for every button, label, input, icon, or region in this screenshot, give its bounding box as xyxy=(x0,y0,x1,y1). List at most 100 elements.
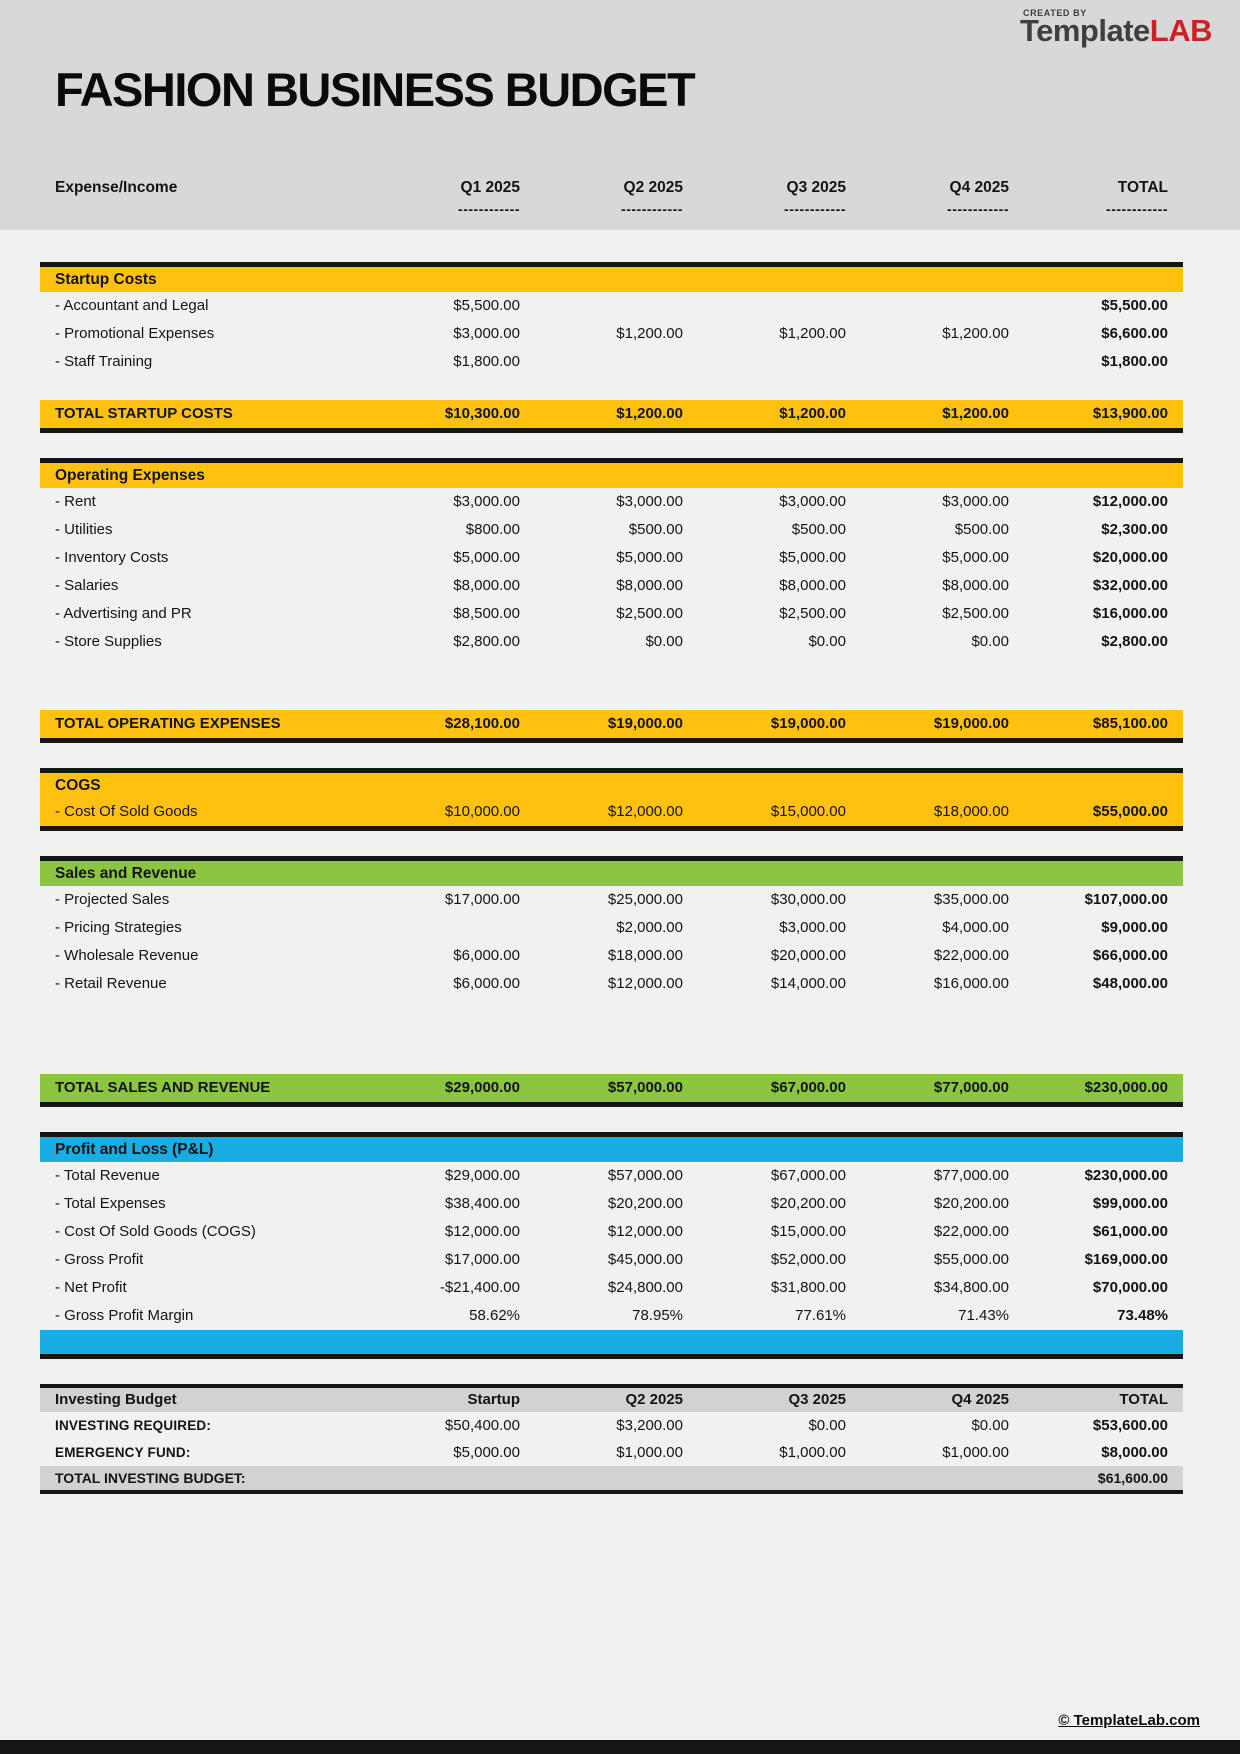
cell-total: $20,000.00 xyxy=(1092,549,1168,566)
row-label: - Pricing Strategies xyxy=(55,919,182,936)
table-row: - Staff Training $1,800.00 $1,800.00 xyxy=(40,348,1183,376)
section-total-label: TOTAL OPERATING EXPENSES xyxy=(55,715,281,732)
section-rows: - Projected Sales $17,000.00 $25,000.00 $30… xyxy=(40,886,1183,998)
section-header: COGS xyxy=(55,777,101,794)
section-total-row: TOTAL OPERATING EXPENSES $28,100.00 $19,00… xyxy=(40,710,1183,743)
cell-q4: $16,000.00 xyxy=(933,975,1009,992)
table-row: - Cost Of Sold Goods $10,000.00 $12,000.00… xyxy=(40,798,1183,826)
cell-total: $230,000.00 xyxy=(1084,1167,1168,1184)
investing-column-3: Q3 2025 xyxy=(788,1391,846,1408)
cell-q2: $2,000.00 xyxy=(616,919,683,936)
cell-q3: $8,000.00 xyxy=(779,577,846,594)
table-row: - Net Profit -$21,400.00 $24,800.00 $31,800… xyxy=(40,1274,1183,1302)
cell-q2: $12,000.00 xyxy=(607,1223,683,1240)
dash-q1: ------------ xyxy=(458,201,520,217)
row-label: - Inventory Costs xyxy=(55,549,169,566)
cell-q4: $18,000.00 xyxy=(933,803,1009,820)
row-label: - Net Profit xyxy=(55,1279,127,1296)
cell-q2: $1,000.00 xyxy=(616,1444,683,1461)
cell-total: $169,000.00 xyxy=(1084,1251,1168,1268)
cell-q1: $6,000.00 xyxy=(453,947,520,964)
cell-total: $230,000.00 xyxy=(1084,1079,1168,1096)
row-label: - Salaries xyxy=(55,577,119,594)
section-rows: - Rent $3,000.00 $3,000.00 $3,000.00 $3,000.… xyxy=(40,488,1183,656)
cell-q2: $18,000.00 xyxy=(607,947,683,964)
investing-row-label: EMERGENCY FUND: xyxy=(55,1445,191,1460)
section-rows: - Total Revenue $29,000.00 $57,000.00 $67,0… xyxy=(40,1162,1183,1330)
table-row: - Gross Profit $17,000.00 $45,000.00 $52,00… xyxy=(40,1246,1183,1274)
cell-q1: $3,000.00 xyxy=(453,325,520,342)
row-label: - Retail Revenue xyxy=(55,975,167,992)
cell-q1: $29,000.00 xyxy=(444,1167,520,1184)
cell-q3: $5,000.00 xyxy=(779,549,846,566)
logo-lab-text: LAB xyxy=(1149,13,1213,48)
column-q3-header: Q3 2025 xyxy=(786,179,846,196)
investing-total-row: TOTAL INVESTING BUDGET: $61,600.00 xyxy=(40,1466,1183,1494)
cell-q2: $3,000.00 xyxy=(616,493,683,510)
cell-q3: $1,200.00 xyxy=(779,405,846,422)
investing-row: INVESTING REQUIRED: $50,400.00 $3,200.00 $0… xyxy=(40,1412,1183,1439)
column-q4-header: Q4 2025 xyxy=(949,179,1009,196)
row-label: - Accountant and Legal xyxy=(55,297,209,314)
cell-q3: $15,000.00 xyxy=(770,1223,846,1240)
row-label: - Staff Training xyxy=(55,353,153,370)
cell-q1: -$21,400.00 xyxy=(439,1279,520,1296)
row-label: - Store Supplies xyxy=(55,633,162,650)
cell-total: $9,000.00 xyxy=(1101,919,1168,936)
column-q2-header: Q2 2025 xyxy=(623,179,683,196)
section-total-row: TOTAL STARTUP COSTS $10,300.00 $1,200.00 $1… xyxy=(40,400,1183,433)
investing-column-5: TOTAL xyxy=(1119,1391,1168,1408)
bottom-black-bar xyxy=(0,1740,1240,1754)
cell-q2: 78.95% xyxy=(632,1307,683,1324)
table-row: - Accountant and Legal $5,500.00 $5,500.00 xyxy=(40,292,1183,320)
section-solid-block: COGS - Cost Of Sold Goods $10,000.00 $12,00… xyxy=(40,768,1183,831)
cell-q2: $500.00 xyxy=(628,521,683,538)
row-label: - Gross Profit xyxy=(55,1251,144,1268)
cell-q2: $24,800.00 xyxy=(607,1279,683,1296)
section-header: Startup Costs xyxy=(40,262,1183,292)
cell-total: $6,600.00 xyxy=(1101,325,1168,342)
cell-q4: $34,800.00 xyxy=(933,1279,1009,1296)
cell-total: $61,000.00 xyxy=(1092,1223,1168,1240)
investing-row: EMERGENCY FUND: $5,000.00 $1,000.00 $1,000.… xyxy=(40,1439,1183,1466)
section-header: Sales and Revenue xyxy=(40,856,1183,886)
investing-total-label: TOTAL INVESTING BUDGET: xyxy=(55,1470,246,1486)
table-row: - Pricing Strategies $2,000.00 $3,000.00 $4… xyxy=(40,914,1183,942)
cell-q3: $67,000.00 xyxy=(770,1167,846,1184)
templatelab-footer-link[interactable]: © TemplateLab.com xyxy=(1058,1712,1200,1729)
cell-q1: $5,000.00 xyxy=(453,549,520,566)
cell-q2: $19,000.00 xyxy=(607,715,683,732)
cell-q1: $8,500.00 xyxy=(453,605,520,622)
cell-q4: $1,200.00 xyxy=(942,325,1009,342)
cell-total: $8,000.00 xyxy=(1101,1444,1168,1461)
section-header: Operating Expenses xyxy=(40,458,1183,488)
row-label: - Utilities xyxy=(55,521,113,538)
cell-q2: $5,000.00 xyxy=(616,549,683,566)
dash-q4: ------------ xyxy=(947,201,1009,217)
cell-total: $61,600.00 xyxy=(1097,1470,1168,1486)
column-dashes-row: ------------ ------------ ------------ -… xyxy=(40,200,1183,218)
cell-q2: $3,200.00 xyxy=(616,1417,683,1434)
cell-total: $53,600.00 xyxy=(1092,1417,1168,1434)
cell-q2: $20,200.00 xyxy=(607,1195,683,1212)
section-total-label: TOTAL SALES AND REVENUE xyxy=(55,1079,271,1096)
cell-q1: $10,000.00 xyxy=(444,803,520,820)
cell-q1: $5,000.00 xyxy=(453,1444,520,1461)
section-rows: - Accountant and Legal $5,500.00 $5,500.00… xyxy=(40,292,1183,376)
cell-q3: $20,200.00 xyxy=(770,1195,846,1212)
cell-q2: $12,000.00 xyxy=(607,975,683,992)
table-row: - Wholesale Revenue $6,000.00 $18,000.00 $2… xyxy=(40,942,1183,970)
table-row: - Gross Profit Margin 58.62% 78.95% 77.61% 7… xyxy=(40,1302,1183,1330)
budget-sections: Startup Costs - Accountant and Legal $5,50… xyxy=(40,262,1183,1359)
cell-q4: $55,000.00 xyxy=(933,1251,1009,1268)
investing-column-4: Q4 2025 xyxy=(951,1391,1009,1408)
cell-q3: $14,000.00 xyxy=(770,975,846,992)
cell-q3: 77.61% xyxy=(795,1307,846,1324)
dash-total: ------------ xyxy=(1106,201,1168,217)
cell-total: $16,000.00 xyxy=(1092,605,1168,622)
table-row: - Rent $3,000.00 $3,000.00 $3,000.00 $3,000.… xyxy=(40,488,1183,516)
cell-q4: $2,500.00 xyxy=(942,605,1009,622)
investing-column-1: Startup xyxy=(467,1391,521,1408)
cell-q3: $52,000.00 xyxy=(770,1251,846,1268)
